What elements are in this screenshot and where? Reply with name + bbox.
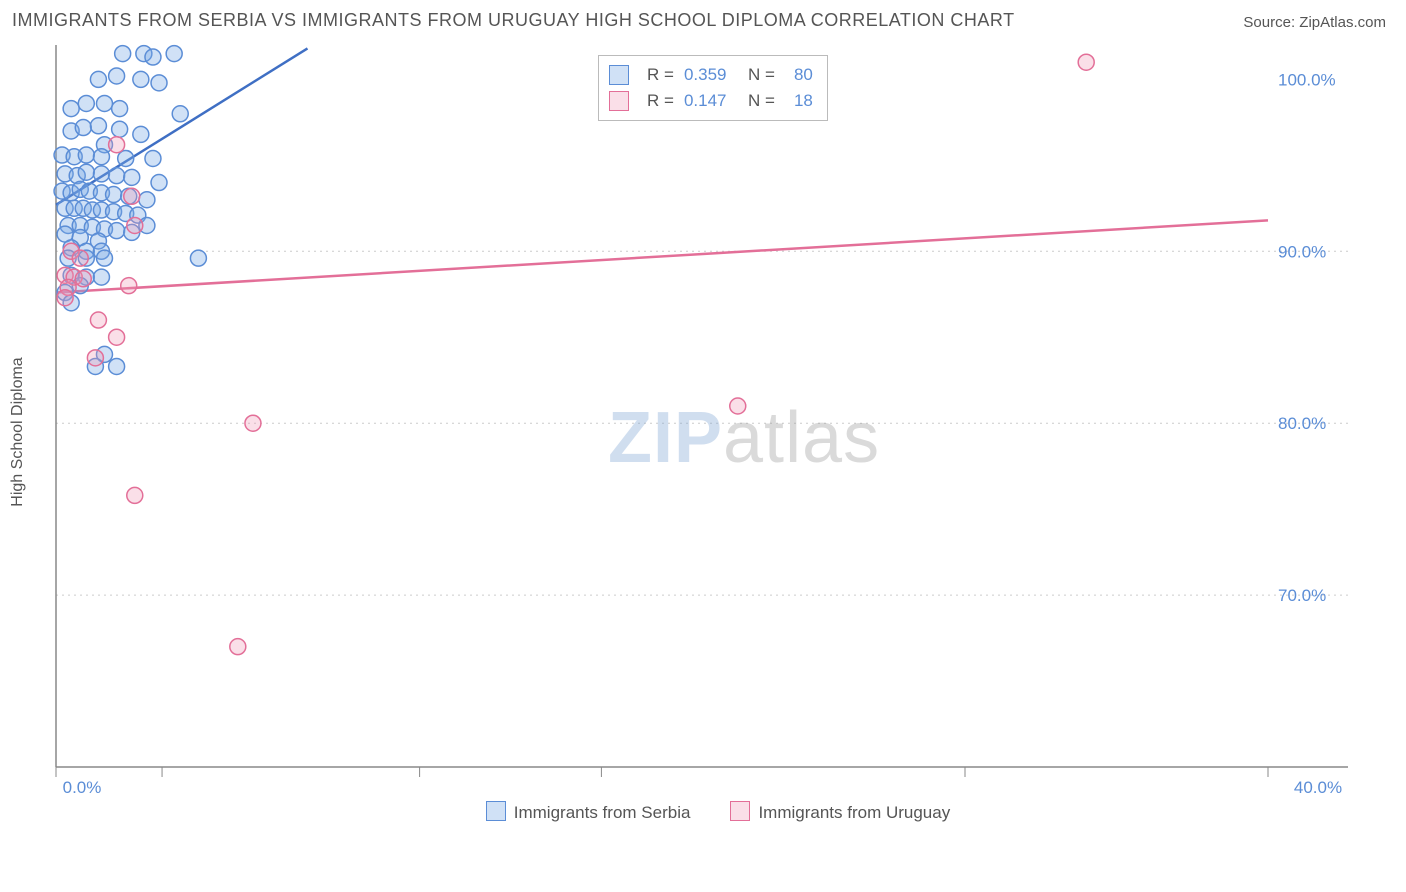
legend-row-uruguay: R =0.147N =18 bbox=[609, 88, 813, 114]
legend-label-uruguay: Immigrants from Uruguay bbox=[758, 803, 950, 822]
legend-label-serbia: Immigrants from Serbia bbox=[514, 803, 691, 822]
svg-text:80.0%: 80.0% bbox=[1278, 414, 1326, 433]
source-attribution: Source: ZipAtlas.com bbox=[1243, 14, 1386, 31]
svg-text:100.0%: 100.0% bbox=[1278, 70, 1336, 89]
swatch-uruguay bbox=[730, 801, 750, 821]
svg-text:40.0%: 40.0% bbox=[1294, 778, 1342, 797]
svg-text:0.0%: 0.0% bbox=[63, 778, 102, 797]
svg-text:70.0%: 70.0% bbox=[1278, 586, 1326, 605]
source-label: Source: bbox=[1243, 14, 1299, 31]
y-axis-label: High School Diploma bbox=[9, 357, 27, 506]
scatter-plot: 70.0% 80.0% 90.0% 100.0% 0.0% 40.0% bbox=[48, 37, 1388, 827]
chart-container: High School Diploma 70.0%80.0%90.0%100.0… bbox=[48, 37, 1388, 827]
series-legend: Immigrants from Serbia Immigrants from U… bbox=[48, 801, 1388, 823]
correlation-legend: R =0.359N =80R =0.147N =18 bbox=[598, 55, 828, 121]
legend-item-serbia: Immigrants from Serbia bbox=[486, 801, 691, 823]
source-value: ZipAtlas.com bbox=[1299, 14, 1386, 31]
chart-header: IMMIGRANTS FROM SERBIA VS IMMIGRANTS FRO… bbox=[0, 0, 1406, 37]
chart-title: IMMIGRANTS FROM SERBIA VS IMMIGRANTS FRO… bbox=[12, 10, 1015, 31]
legend-row-serbia: R =0.359N =80 bbox=[609, 62, 813, 88]
swatch-serbia bbox=[486, 801, 506, 821]
legend-item-uruguay: Immigrants from Uruguay bbox=[730, 801, 950, 823]
svg-text:90.0%: 90.0% bbox=[1278, 242, 1326, 261]
